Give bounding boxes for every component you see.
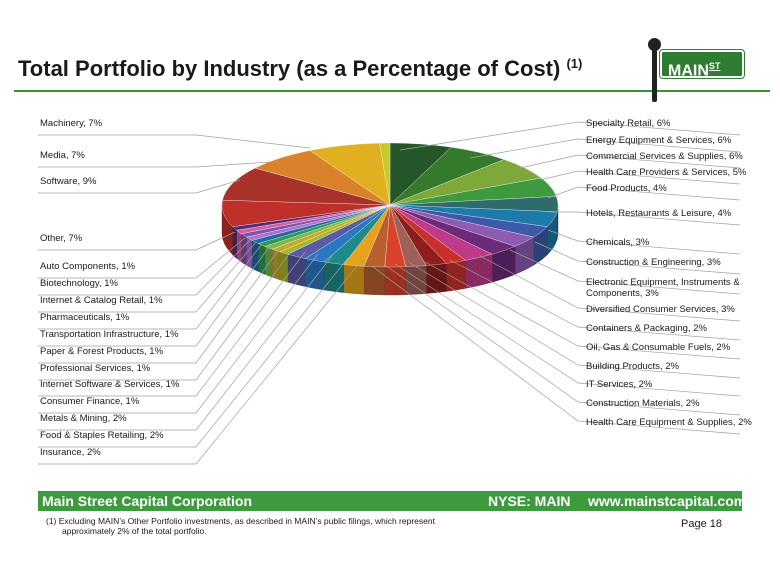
label-software-9: Software, 9%: [40, 176, 97, 187]
leader-hotels-restaurants-leisure-4: [550, 211, 741, 226]
label-containers-packaging-2: Containers & Packaging, 2%: [586, 323, 707, 334]
leader-diversified-consumer-services-3: [479, 255, 741, 322]
label-oil-gas-consumable-fuels-2: Oil, Gas & Consumable Fuels, 2%: [586, 342, 731, 353]
label-professional-services-1: Professional Services, 1%: [40, 363, 151, 374]
slice-side-construction-materials: [363, 266, 385, 296]
leader-professional-services-1: [38, 249, 293, 381]
label-health-care-providers-services-5: Health Care Providers & Services, 5%: [586, 167, 747, 178]
label-media-7: Media, 7%: [40, 150, 85, 161]
slice-side-consumer-finance: [279, 251, 289, 283]
slice-side-insurance: [323, 261, 344, 293]
label-auto-components-1: Auto Components, 1%: [40, 261, 136, 272]
leader-auto-components-1: [38, 237, 246, 279]
leader-it-services-2: [394, 263, 741, 397]
label-chemicals-3: Chemicals, 3%: [586, 237, 650, 248]
leader-chemicals-3: [547, 229, 741, 255]
slice-side-internet-catalog-retail: [240, 233, 247, 266]
label-building-products-2: Building Products, 2%: [586, 361, 679, 372]
leader-food-products-4: [547, 186, 741, 201]
leader-metals-mining-2: [38, 255, 333, 431]
leader-biotechnology-1: [38, 239, 251, 296]
leader-oil-gas-consumable-fuels-2: [424, 261, 741, 360]
logo-pole: [652, 40, 657, 102]
leader-food-staples-retailing-2: [38, 257, 349, 448]
label-food-products-4: Food Products, 4%: [586, 183, 667, 194]
label-health-care-equipment-supplies-2: Health Care Equipment & Supplies, 2%: [586, 417, 752, 428]
label-electronic-equipment-instruments-components-3: Electronic Equipment, Instruments & Compo…: [586, 277, 740, 299]
leader-construction-materials-2: [384, 264, 741, 416]
slice-side-it-services: [384, 266, 406, 296]
leader-software-9: [38, 179, 241, 194]
leader-machinery-7: [38, 134, 311, 149]
slice-side-auto-components: [232, 226, 237, 259]
slice-software: [222, 167, 391, 206]
footnote-line-1: (1) Excluding MAIN’s Other Portfolio inv…: [46, 516, 435, 526]
leader-media-7: [38, 161, 271, 168]
footer-bar: Main Street Capital Corporation NYSE: MA…: [38, 491, 746, 511]
label-internet-catalog-retail-1: Internet & Catalog Retail, 1%: [40, 295, 163, 306]
page-number: Page 18: [681, 518, 722, 530]
leader-paper-forest-products-1: [38, 247, 281, 364]
slice-side-food-staples-retailing: [305, 258, 325, 291]
label-insurance-2: Insurance, 2%: [40, 447, 101, 458]
label-hotels-restaurants-leisure-4: Hotels, Restaurants & Leisure, 4%: [586, 208, 732, 219]
label-biotechnology-1: Biotechnology, 1%: [40, 278, 119, 289]
leader-specialty-retail-6: [399, 121, 741, 151]
label-other-7: Other, 7%: [40, 233, 83, 244]
label-paper-forest-products-1: Paper & Forest Products, 1%: [40, 346, 164, 357]
footnote-line-2: approximately 2% of the total portfolio.: [62, 526, 207, 536]
label-machinery-7: Machinery, 7%: [40, 118, 103, 129]
leader-containers-packaging-2: [449, 259, 741, 341]
main-street-logo: MAINST: [640, 38, 750, 108]
title-text: Total Portfolio by Industry (as a Percen…: [18, 56, 561, 81]
label-diversified-consumer-services-3: Diversified Consumer Services, 3%: [586, 304, 735, 315]
label-energy-equipment-services-6: Energy Equipment & Services, 6%: [586, 135, 732, 146]
label-specialty-retail-6: Specialty Retail, 6%: [586, 118, 671, 129]
slice-side-building-products: [405, 265, 427, 295]
label-food-staples-retailing-2: Food & Staples Retailing, 2%: [40, 430, 164, 441]
leader-electronic-equipment-instruments-components-3: [509, 249, 741, 295]
slice-labels: Specialty Retail, 6% Energy Equipment & S…: [40, 118, 752, 458]
leader-internet-software-services-1: [38, 251, 306, 397]
company-name: Main Street Capital Corporation: [42, 493, 253, 509]
label-construction-materials-2: Construction Materials, 2%: [586, 398, 700, 409]
leader-transportation-infrastructure-1: [38, 245, 271, 347]
label-metals-mining-2: Metals & Mining, 2%: [40, 413, 127, 424]
leader-lines: [38, 121, 741, 465]
logo-pole-cap: [648, 38, 661, 51]
leader-health-care-providers-services-5: [539, 170, 741, 185]
leader-consumer-finance-1: [38, 253, 319, 414]
label-internet-software-services-1: Internet Software & Services, 1%: [40, 379, 180, 390]
logo-superscript: ST: [708, 61, 721, 71]
leader-insurance-2: [38, 259, 363, 465]
leader-other-7: [38, 231, 236, 251]
label-it-services-2: IT Services, 2%: [586, 379, 653, 390]
title-footnote-marker: (1): [566, 56, 583, 71]
leader-energy-equipment-services-6: [469, 138, 741, 159]
pie-top: [221, 142, 559, 268]
slice-side-biotechnology: [236, 229, 242, 263]
title-rule: [14, 90, 770, 92]
logo-text: MAIN: [668, 62, 709, 80]
leader-commercial-services-supplies-6: [519, 154, 741, 169]
website-link[interactable]: www.mainstcapital.com: [588, 493, 747, 509]
leader-construction-engineering-3: [534, 241, 741, 275]
logo-sign: MAINST: [659, 49, 745, 80]
label-pharmaceuticals-1: Pharmaceuticals, 1%: [40, 312, 130, 323]
leader-internet-catalog-retail-1: [38, 241, 257, 313]
leader-health-care-equipment-supplies-2: [371, 265, 741, 435]
ticker: NYSE: MAIN: [488, 493, 571, 509]
label-construction-engineering-3: Construction & Engineering, 3%: [586, 257, 721, 268]
label-consumer-finance-1: Consumer Finance, 1%: [40, 396, 140, 407]
leader-pharmaceuticals-1: [38, 243, 263, 330]
slice-extra: [379, 142, 391, 206]
footnote: (1) Excluding MAIN’s Other Portfolio inv…: [46, 516, 506, 536]
page-title: Total Portfolio by Industry (as a Percen…: [18, 56, 582, 82]
label-commercial-services-supplies-6: Commercial Services & Supplies, 6%: [586, 151, 743, 162]
leader-building-products-2: [409, 262, 741, 379]
label-transportation-infrastructure-1: Transportation Infrastructure, 1%: [40, 329, 179, 340]
